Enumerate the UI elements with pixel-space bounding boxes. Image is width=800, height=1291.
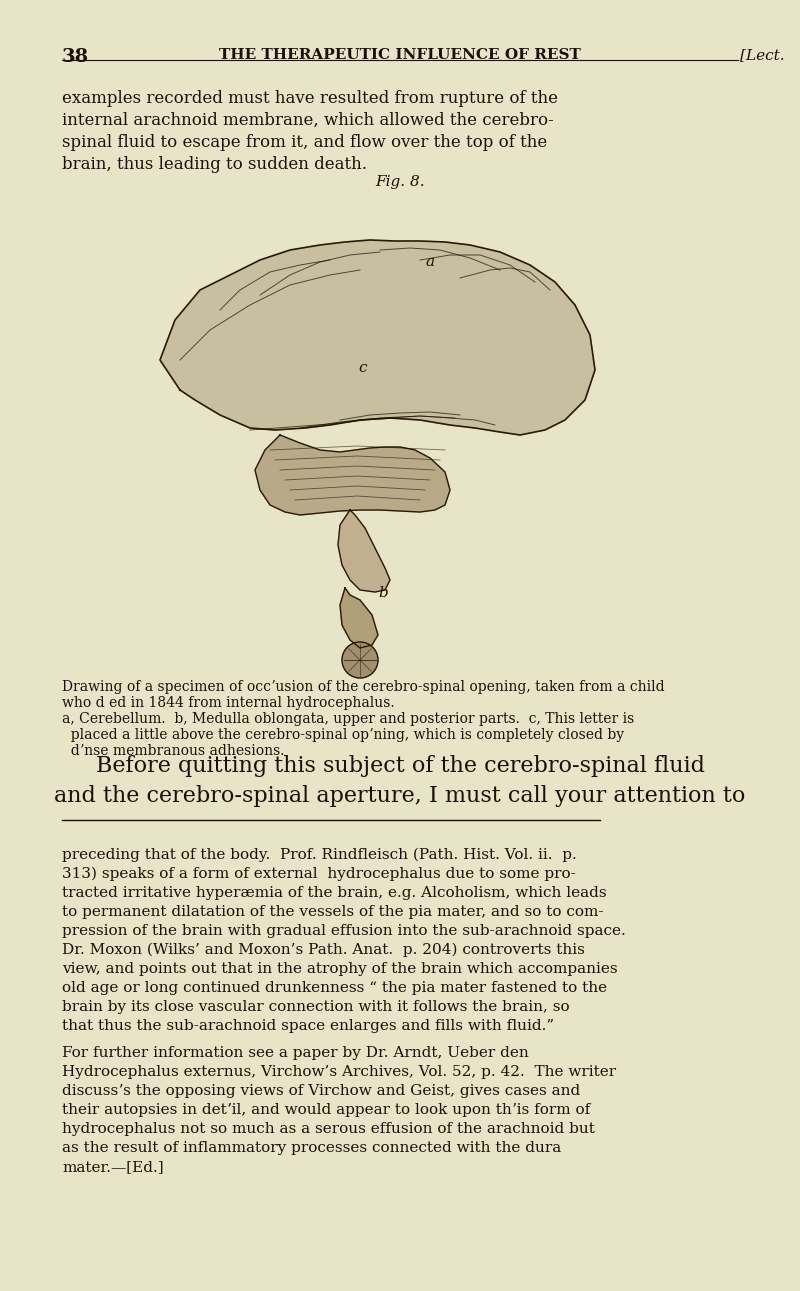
Text: THE THERAPEUTIC INFLUENCE OF REST: THE THERAPEUTIC INFLUENCE OF REST xyxy=(219,48,581,62)
Text: as the result of inflammatory processes connected with the dura: as the result of inflammatory processes … xyxy=(62,1141,562,1155)
Polygon shape xyxy=(340,587,378,648)
Text: For further information see a paper by Dr. Arndt, Ueber den: For further information see a paper by D… xyxy=(62,1046,529,1060)
Text: preceding that of the body.  Prof. Rindfleisch (Path. Hist. Vol. ii.  p.: preceding that of the body. Prof. Rindfl… xyxy=(62,848,577,862)
Text: examples recorded must have resulted from rupture of the: examples recorded must have resulted fro… xyxy=(62,90,558,107)
Polygon shape xyxy=(255,435,450,515)
Text: that thus the sub-arachnoid space enlarges and fills with fluid.”: that thus the sub-arachnoid space enlarg… xyxy=(62,1019,554,1033)
Text: spinal fluid to escape from it, and flow over the top of the: spinal fluid to escape from it, and flow… xyxy=(62,134,547,151)
Text: discussʼs the opposing views of Virchow and Geist, gives cases and: discussʼs the opposing views of Virchow … xyxy=(62,1084,580,1099)
Text: to permanent dilatation of the vessels of the pia mater, and so to com-: to permanent dilatation of the vessels o… xyxy=(62,905,603,919)
Text: and the cerebro-spinal aperture, I must call your attention to: and the cerebro-spinal aperture, I must … xyxy=(54,785,746,807)
Polygon shape xyxy=(160,240,595,435)
Text: tracted irritative hyperæmia of the brain, e.g. Alcoholism, which leads: tracted irritative hyperæmia of the brai… xyxy=(62,886,606,900)
Text: view, and points out that in the atrophy of the brain which accompanies: view, and points out that in the atrophy… xyxy=(62,962,618,976)
Text: Hydrocephalus externus, Virchow’s Archives, Vol. 52, p. 42.  The writer: Hydrocephalus externus, Virchow’s Archiv… xyxy=(62,1065,616,1079)
Text: old age or long continued drunkenness “ the pia mater fastened to the: old age or long continued drunkenness “ … xyxy=(62,981,607,995)
Text: b: b xyxy=(378,586,388,600)
Text: brain, thus leading to sudden death.: brain, thus leading to sudden death. xyxy=(62,156,367,173)
Text: Before quitting this subject of the cerebro-spinal fluid: Before quitting this subject of the cere… xyxy=(95,755,705,777)
Text: internal arachnoid membrane, which allowed the cerebro-: internal arachnoid membrane, which allow… xyxy=(62,112,554,129)
Text: Dr. Moxon (Wilks’ and Moxon’s Path. Anat.  p. 204) controverts this: Dr. Moxon (Wilks’ and Moxon’s Path. Anat… xyxy=(62,942,585,958)
Text: 313) speaks of a form of external  hydrocephalus due to some pro-: 313) speaks of a form of external hydroc… xyxy=(62,868,576,882)
Text: Fig. 8.: Fig. 8. xyxy=(375,176,425,188)
Text: dʼnse membranous adhesions.: dʼnse membranous adhesions. xyxy=(62,744,285,758)
Text: a, Cerebellum.  b, Medulla oblongata, upper and posterior parts.  c, This letter: a, Cerebellum. b, Medulla oblongata, upp… xyxy=(62,713,634,726)
Text: mater.—[Ed.]: mater.—[Ed.] xyxy=(62,1161,164,1174)
Circle shape xyxy=(342,642,378,678)
Text: hydrocephalus not so much as a serous effusion of the arachnoid but: hydrocephalus not so much as a serous ef… xyxy=(62,1122,595,1136)
Text: placed a little above the cerebro-spinal opʼning, which is completely closed by: placed a little above the cerebro-spinal… xyxy=(62,728,624,742)
Text: c: c xyxy=(358,361,367,374)
Text: 38: 38 xyxy=(62,48,89,66)
Text: [Lect.: [Lect. xyxy=(740,48,785,62)
Text: a: a xyxy=(426,256,434,269)
Text: pression of the brain with gradual effusion into the sub-arachnoid space.: pression of the brain with gradual effus… xyxy=(62,924,626,939)
Text: who d ed in 1844 from internal hydrocephalus.: who d ed in 1844 from internal hydroceph… xyxy=(62,696,394,710)
Text: Drawing of a specimen of occʼusion of the cerebro-spinal opening, taken from a c: Drawing of a specimen of occʼusion of th… xyxy=(62,680,665,695)
Text: brain by its close vascular connection with it follows the brain, so: brain by its close vascular connection w… xyxy=(62,1001,570,1013)
Polygon shape xyxy=(338,510,390,593)
Text: their autopsies in detʼil, and would appear to look upon thʼis form of: their autopsies in detʼil, and would app… xyxy=(62,1103,590,1117)
